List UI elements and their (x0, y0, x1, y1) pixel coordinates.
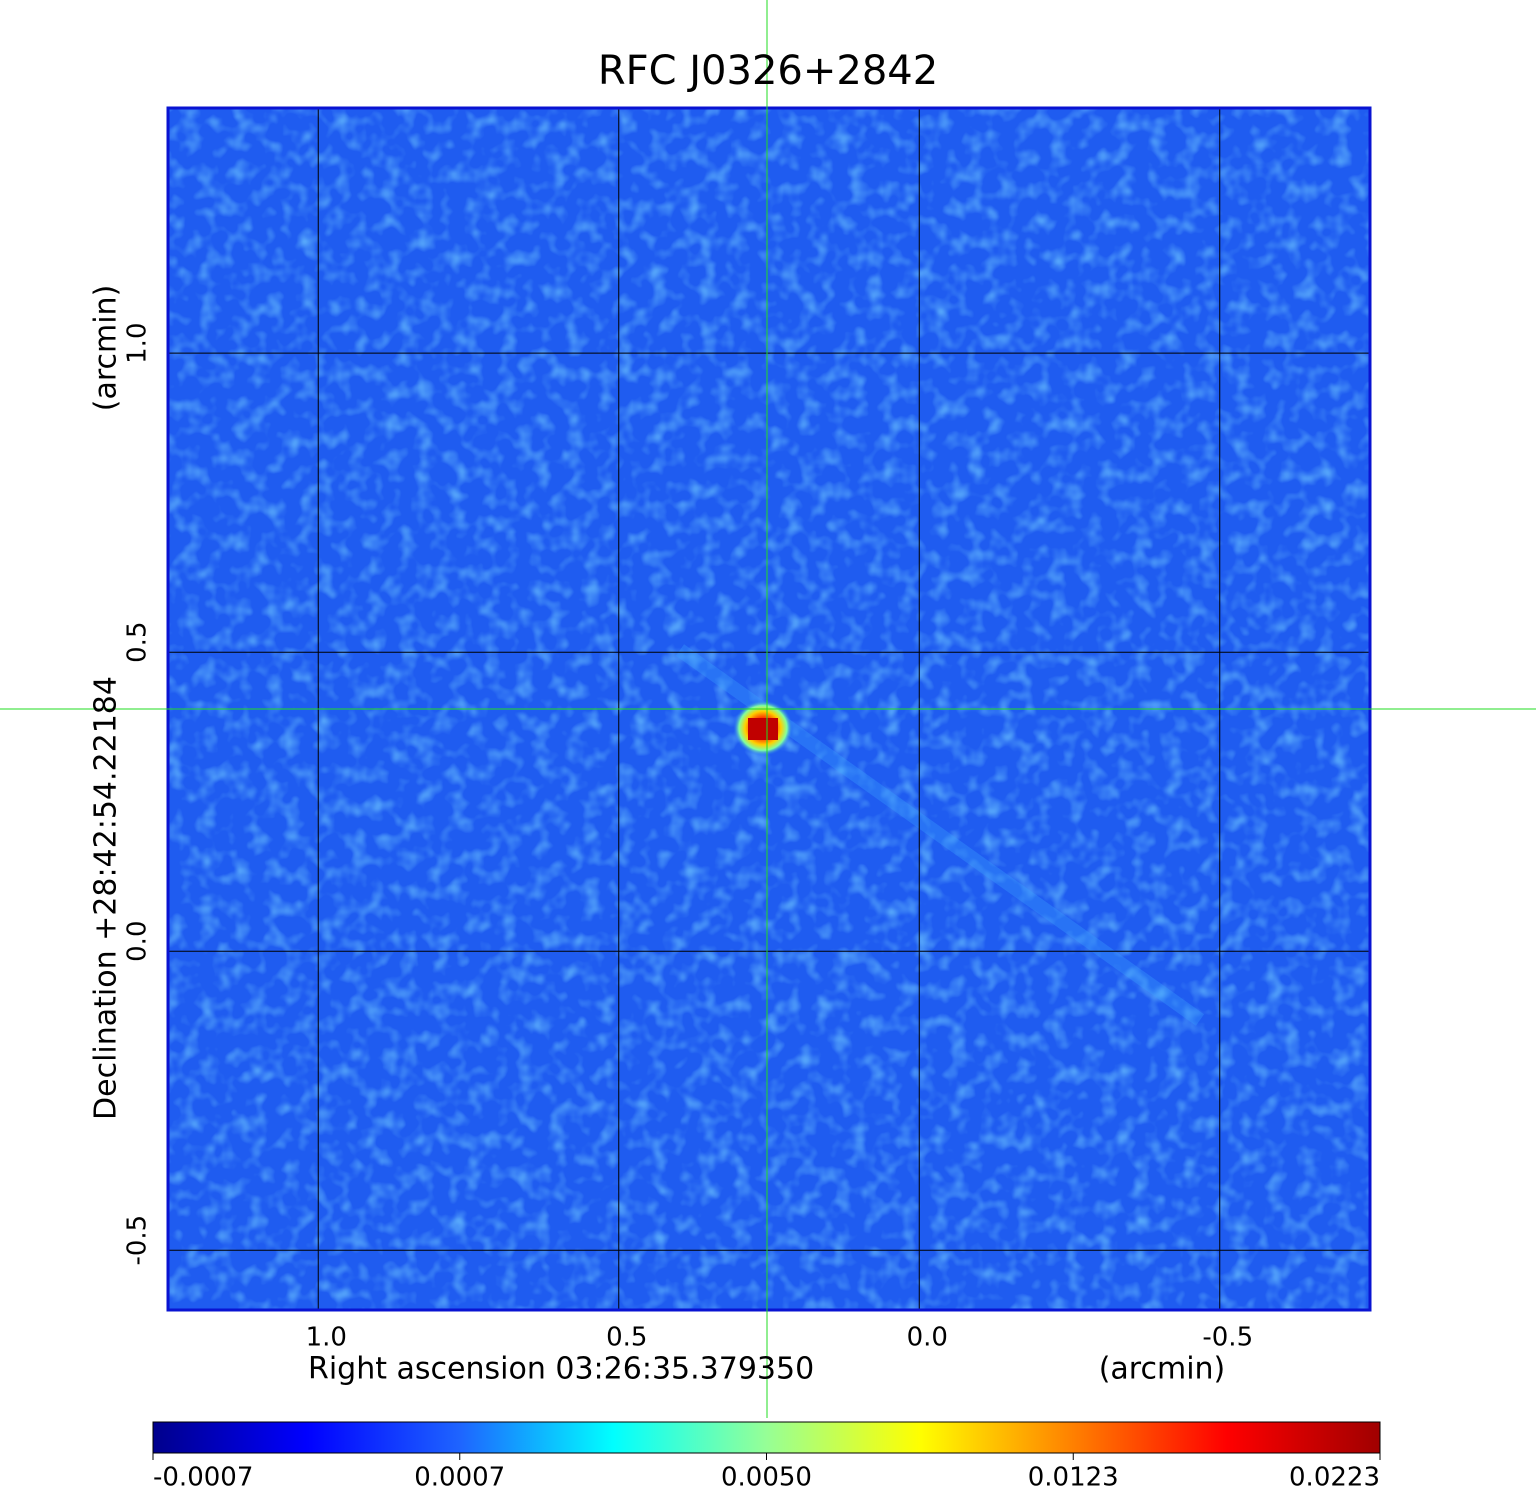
colorbar-tick-label: 0.0050 (721, 1463, 812, 1493)
y-axis-unit: (arcmin) (89, 285, 124, 412)
y-tick-label: 1.0 (123, 323, 153, 364)
x-tick-label: 0.0 (907, 1323, 948, 1353)
x-tick-label: -0.5 (1202, 1323, 1253, 1353)
colorbar-tick-label: -0.0007 (153, 1463, 253, 1493)
source-core (748, 718, 778, 740)
x-tick-label: 0.5 (606, 1323, 647, 1353)
x-axis-label: Right ascension 03:26:35.379350 (308, 1352, 814, 1387)
x-axis-unit: (arcmin) (1099, 1352, 1226, 1387)
y-axis-label: Declination +28:42:54.22184 (89, 676, 124, 1120)
colorbar-tick-label: 0.0007 (414, 1463, 505, 1493)
y-tick-label: 0.5 (123, 622, 153, 663)
colorbar-tick-label: 0.0223 (1289, 1463, 1380, 1493)
y-tick-label: 0.0 (123, 921, 153, 962)
colorbar-tick-label: 0.0123 (1028, 1463, 1119, 1493)
x-tick-label: 1.0 (306, 1323, 347, 1353)
y-tick-label: -0.5 (123, 1215, 153, 1266)
colorbar (152, 1421, 1381, 1454)
chart-title: RFC J0326+2842 (598, 48, 938, 94)
